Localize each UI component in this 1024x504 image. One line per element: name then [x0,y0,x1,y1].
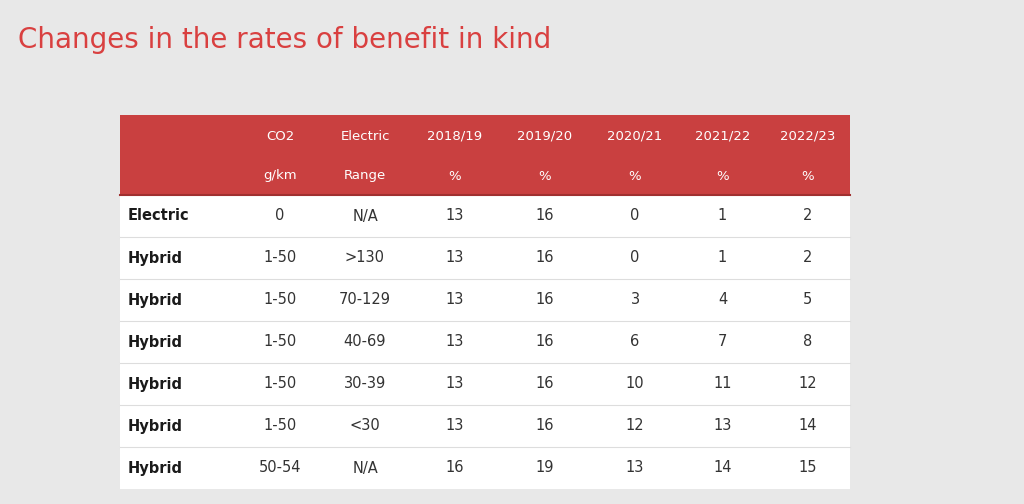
Text: Hybrid: Hybrid [128,335,183,349]
Text: 1-50: 1-50 [263,250,297,266]
Text: 16: 16 [445,461,464,475]
Text: %: % [629,169,641,182]
Text: 13: 13 [626,461,644,475]
Text: 16: 16 [536,418,554,433]
Text: 5: 5 [803,292,812,307]
Text: 16: 16 [536,335,554,349]
Text: 50-54: 50-54 [259,461,301,475]
Text: 1-50: 1-50 [263,376,297,392]
Text: N/A: N/A [352,209,378,223]
Text: 0: 0 [275,209,285,223]
Text: 70-129: 70-129 [339,292,391,307]
Text: >130: >130 [345,250,385,266]
Text: 13: 13 [445,250,464,266]
Text: Hybrid: Hybrid [128,250,183,266]
Text: Hybrid: Hybrid [128,376,183,392]
Text: %: % [801,169,814,182]
Text: 1: 1 [718,250,727,266]
Text: 7: 7 [718,335,727,349]
Text: 13: 13 [445,292,464,307]
Text: 13: 13 [445,418,464,433]
Text: 4: 4 [718,292,727,307]
Text: 3: 3 [631,292,640,307]
Text: 19: 19 [536,461,554,475]
Text: 16: 16 [536,209,554,223]
Text: 13: 13 [714,418,732,433]
Text: 16: 16 [536,292,554,307]
Text: 10: 10 [626,376,644,392]
Text: 16: 16 [536,376,554,392]
Text: 12: 12 [626,418,644,433]
Text: 2018/19: 2018/19 [427,130,482,143]
Text: Hybrid: Hybrid [128,461,183,475]
Text: 6: 6 [631,335,640,349]
Text: %: % [449,169,462,182]
Text: 13: 13 [445,335,464,349]
Text: Hybrid: Hybrid [128,418,183,433]
Text: 1-50: 1-50 [263,292,297,307]
Text: Electric: Electric [128,209,189,223]
Text: 2: 2 [803,250,812,266]
Text: N/A: N/A [352,461,378,475]
Text: 13: 13 [445,376,464,392]
Text: 8: 8 [803,335,812,349]
Text: 2019/20: 2019/20 [517,130,572,143]
Text: g/km: g/km [263,169,297,182]
Text: 0: 0 [631,250,640,266]
Text: 2: 2 [803,209,812,223]
Text: Electric: Electric [340,130,390,143]
Text: 1: 1 [718,209,727,223]
Bar [120,195,850,489]
Text: Hybrid: Hybrid [128,292,183,307]
Text: 1-50: 1-50 [263,335,297,349]
Text: 2021/22: 2021/22 [695,130,751,143]
Text: 11: 11 [714,376,732,392]
Text: <30: <30 [349,418,380,433]
Text: 15: 15 [799,461,817,475]
Text: %: % [539,169,551,182]
Text: 12: 12 [798,376,817,392]
Text: %: % [716,169,729,182]
Text: CO2: CO2 [266,130,294,143]
Text: 13: 13 [445,209,464,223]
Text: Changes in the rates of benefit in kind: Changes in the rates of benefit in kind [18,26,551,54]
Text: 14: 14 [714,461,732,475]
Text: 0: 0 [631,209,640,223]
Text: 16: 16 [536,250,554,266]
Text: Range: Range [344,169,386,182]
Text: 14: 14 [799,418,817,433]
Text: 40-69: 40-69 [344,335,386,349]
Text: 1-50: 1-50 [263,418,297,433]
Bar [120,115,850,195]
Text: 2020/21: 2020/21 [607,130,663,143]
Text: 2022/23: 2022/23 [780,130,836,143]
Text: 30-39: 30-39 [344,376,386,392]
